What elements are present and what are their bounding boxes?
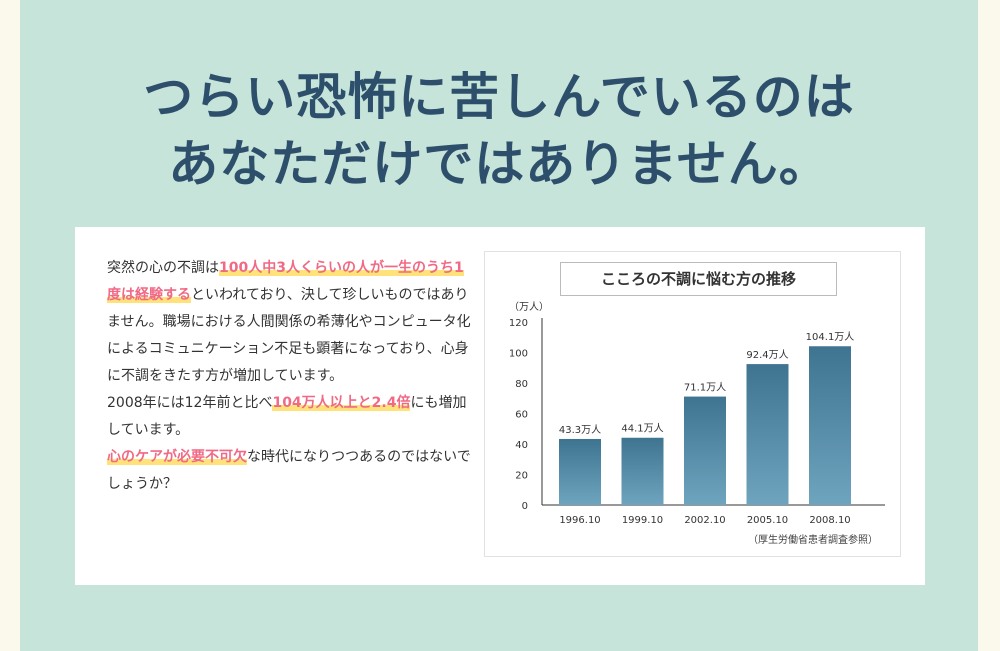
p1-text-a: 突然の心の不調は [107,260,219,276]
bar-value-label: 44.1万人 [621,423,663,435]
paragraph-1: 突然の心の不調は100人中3人くらいの人が一生のうち1度は経験するといわれており… [107,255,477,390]
bar-value-label: 43.3万人 [559,424,601,436]
body-text: 突然の心の不調は100人中3人くらいの人が一生のうち1度は経験するといわれており… [107,255,477,498]
p2-text-b: にも増加しています。 [107,395,467,438]
y-tick-label: 80 [515,379,528,390]
y-tick-label: 100 [509,349,528,360]
bar-value-label: 92.4万人 [746,349,788,361]
p1-text-b: といわれており、決して珍しいものではありません。職場における人間関係の希薄化やコ… [107,287,471,384]
y-tick-label: 60 [515,410,528,421]
x-tick-label: 1999.10 [622,515,663,526]
main-panel: つらい恐怖に苦しんでいるのは あなただけではありません。 突然の心の不調は100… [20,0,978,651]
y-tick-label: 40 [515,440,528,451]
x-tick-label: 2008.10 [809,515,850,526]
bar-value-label: 104.1万人 [806,331,855,343]
chart-source-note: （厚生労働省患者調査参照） [748,535,878,546]
bar-2002.10 [684,396,726,505]
paragraph-3: 心のケアが必要不可欠な時代になりつつあるのではないでしょうか？ [107,444,477,498]
x-tick-label: 1996.10 [559,515,600,526]
chart-box: （万人） 0 20 40 60 80 100 120 43.3万人 1996.10 44.1万人 19… [484,251,901,557]
paragraph-2: 2008年には12年前と比べ104万人以上と2.4倍にも増加しています。 [107,390,477,444]
y-tick-label: 120 [509,318,528,329]
p2-highlight: 104万人以上と2.4倍 [272,395,411,411]
p3-highlight: 心のケアが必要不可欠 [107,449,247,465]
p3-text-b: な時代になりつつあるのではないでしょうか？ [107,449,471,492]
headline-line-1: つらい恐怖に苦しんでいるのは [143,68,855,126]
bar-1996.10 [559,438,601,505]
bar-1999.10 [621,437,664,505]
bar-chart: （万人） 0 20 40 60 80 100 120 43.3万人 1996.10 44.1万人 19… [509,301,885,526]
content-card: 突然の心の不調は100人中3人くらいの人が一生のうち1度は経験するといわれており… [75,227,925,585]
x-tick-label: 2005.10 [747,515,788,526]
x-tick-label: 2002.10 [684,515,725,526]
y-tick-label: 20 [515,471,528,482]
chart-title: こころの不調に悩む方の推移 [560,262,837,296]
y-tick-label: 0 [522,501,528,512]
y-axis-unit-label: （万人） [509,301,549,313]
p2-text-a: 2008年には12年前と比べ [107,395,273,411]
headline-line-2: あなただけではありません。 [168,135,830,193]
bar-2005.10 [746,364,789,505]
page-headline: つらい恐怖に苦しんでいるのは あなただけではありません。 [20,64,978,198]
bar-value-label: 71.1万人 [684,382,726,394]
bar-2008.10 [809,346,851,505]
